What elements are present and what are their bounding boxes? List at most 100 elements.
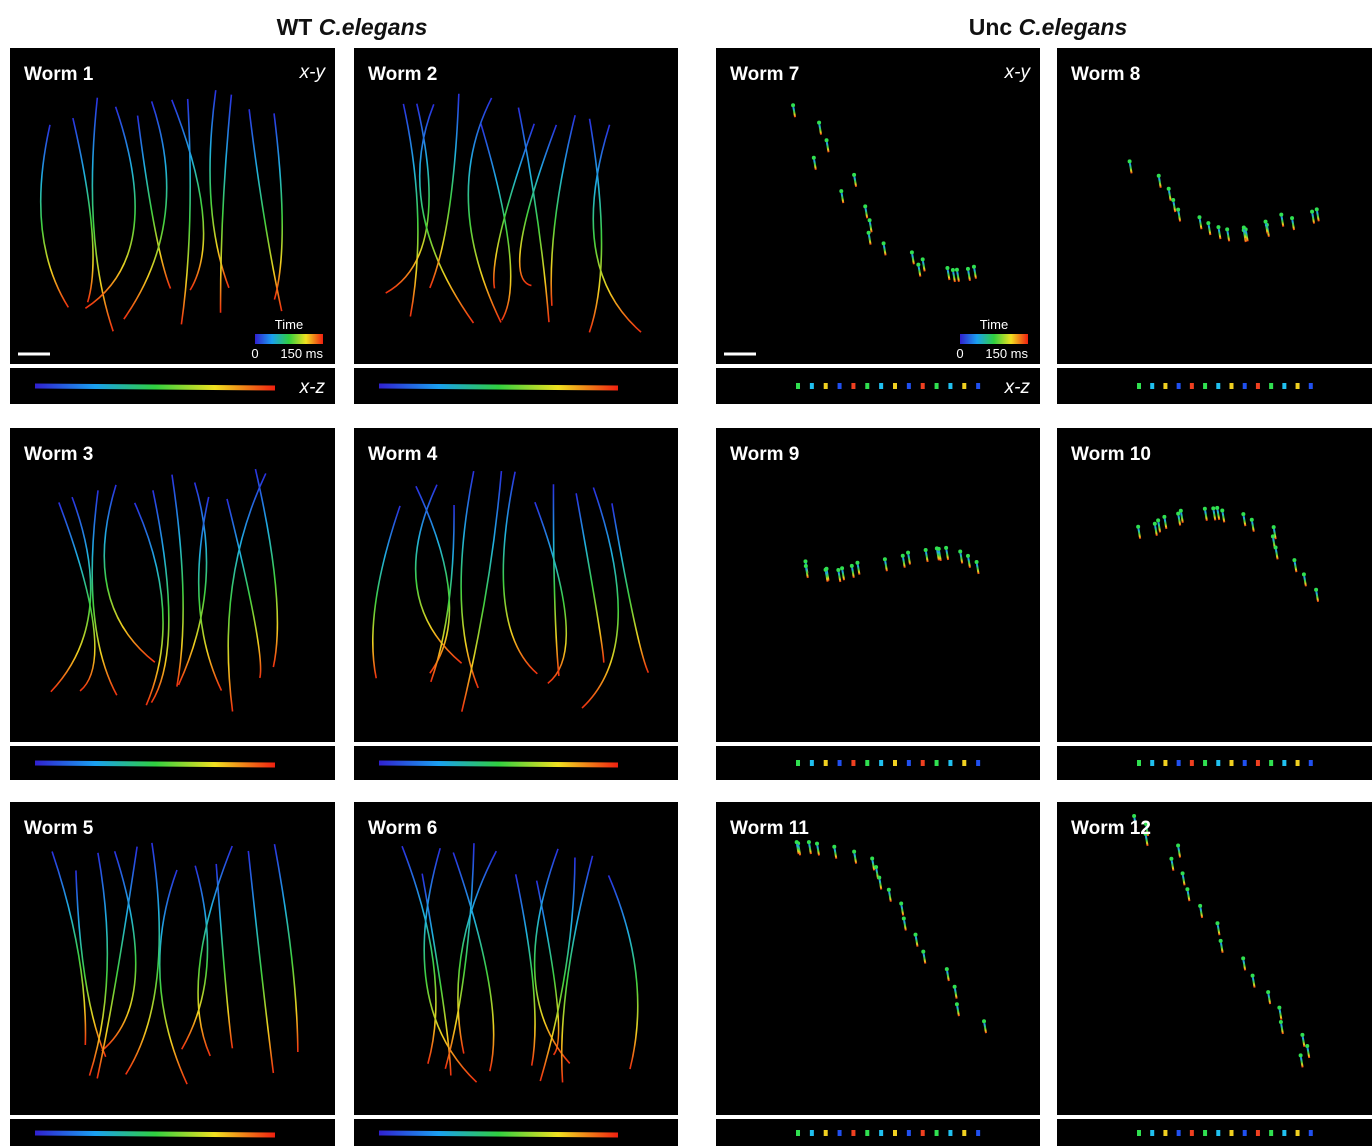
xz-dot — [1203, 1130, 1207, 1136]
trace-dot — [1242, 226, 1246, 230]
trace-dot — [901, 554, 905, 558]
colorbar-title: Time — [275, 317, 303, 332]
xy-panel — [1057, 802, 1372, 1115]
panel-label: Worm 10 — [1071, 444, 1151, 465]
trace-dot — [832, 845, 836, 849]
xz-dot — [935, 1130, 939, 1136]
xz-dot — [935, 760, 939, 766]
trace-dot — [966, 267, 970, 271]
xz-dot — [1150, 1130, 1154, 1136]
xz-dot — [962, 760, 966, 766]
trace-dot — [975, 560, 979, 564]
trace-dot — [1179, 509, 1183, 513]
trace-dot — [1305, 1044, 1309, 1048]
xy-panel — [10, 802, 335, 1115]
xz-dot — [1216, 1130, 1220, 1136]
trace-dot — [1206, 221, 1210, 225]
xy-panel — [716, 802, 1040, 1115]
xz-dot — [962, 383, 966, 389]
trace-dot — [839, 189, 843, 193]
xz-dot — [1230, 1130, 1234, 1136]
trace-dot — [1251, 974, 1255, 978]
xy-panel — [354, 48, 678, 364]
trace-dot — [791, 103, 795, 107]
trace-dot — [840, 566, 844, 570]
trace-dot — [914, 933, 918, 937]
panel-label: Worm 8 — [1071, 64, 1140, 85]
xz-dot — [865, 383, 869, 389]
group-header: Unc C.elegans — [969, 14, 1128, 40]
xz-dot — [1177, 383, 1181, 389]
panel-label: Worm 7 — [730, 64, 799, 85]
panel-label: Worm 5 — [24, 818, 94, 839]
xz-panel — [716, 746, 1040, 780]
xz-dot — [1150, 383, 1154, 389]
trace-dot — [1128, 159, 1132, 163]
trace-dot — [795, 840, 799, 844]
xz-dot — [976, 760, 980, 766]
xz-trace — [379, 763, 618, 765]
xz-dot — [921, 760, 925, 766]
panel-label: Worm 2 — [368, 64, 437, 85]
xz-dot — [935, 383, 939, 389]
trace-dot — [836, 568, 840, 572]
trace-dot — [955, 1002, 959, 1006]
trace-dot — [966, 554, 970, 558]
trace-dot — [868, 218, 872, 222]
xz-dot — [1282, 760, 1286, 766]
xz-dot — [893, 760, 897, 766]
xz-dot — [1230, 383, 1234, 389]
trace-dot — [1315, 207, 1319, 211]
xz-dot — [1163, 760, 1167, 766]
trace-dot — [870, 856, 874, 860]
trace-dot — [877, 876, 881, 880]
trace-dot — [1220, 508, 1224, 512]
trace-dot — [1136, 525, 1140, 529]
trace-dot — [1181, 871, 1185, 875]
xz-dot — [907, 1130, 911, 1136]
trace-dot — [1197, 215, 1201, 219]
trace-dot — [1250, 518, 1254, 522]
trace-dot — [945, 266, 949, 270]
trace-dot — [955, 268, 959, 272]
xz-dot — [962, 1130, 966, 1136]
trace-dot — [1169, 857, 1173, 861]
trace-dot — [1241, 512, 1245, 516]
trace-dot — [1266, 990, 1270, 994]
xz-dot — [1243, 760, 1247, 766]
trace-dot — [1162, 515, 1166, 519]
xz-dot — [1216, 760, 1220, 766]
trace-dot — [824, 568, 828, 572]
trace-dot — [1216, 225, 1220, 229]
xz-dot — [948, 383, 952, 389]
trace-dot — [944, 546, 948, 550]
header-species: C.elegans — [319, 14, 428, 40]
trace-dot — [1279, 213, 1283, 217]
trace-dot — [1153, 522, 1157, 526]
xz-dot — [1137, 383, 1141, 389]
page: {"headers": [{"prefix": "WT", "species":… — [0, 0, 1372, 1146]
trace-dot — [803, 559, 807, 563]
panel-label: Worm 4 — [368, 444, 438, 465]
xz-dot — [824, 383, 828, 389]
xz-dot — [1216, 383, 1220, 389]
trace-dot — [855, 561, 859, 565]
trace-dot — [1314, 588, 1318, 592]
panel-label: Worm 11 — [730, 818, 809, 839]
xy-panel — [1057, 428, 1372, 742]
trace-dot — [815, 842, 819, 846]
view-label: x-z — [299, 377, 326, 398]
colorbar-max: 150 ms — [985, 346, 1028, 361]
xz-dot — [1203, 383, 1207, 389]
xz-dot — [976, 383, 980, 389]
xy-panel — [1057, 48, 1372, 364]
panel-label: Worm 6 — [368, 818, 437, 839]
trace-dot — [958, 549, 962, 553]
xz-panel — [1057, 1119, 1372, 1146]
colorbar — [960, 334, 1028, 344]
xz-panel — [716, 368, 1040, 404]
trace-dot — [812, 156, 816, 160]
group-header: WT C.elegans — [277, 14, 428, 40]
xz-dot — [1243, 383, 1247, 389]
trace-dot — [1299, 1053, 1303, 1057]
